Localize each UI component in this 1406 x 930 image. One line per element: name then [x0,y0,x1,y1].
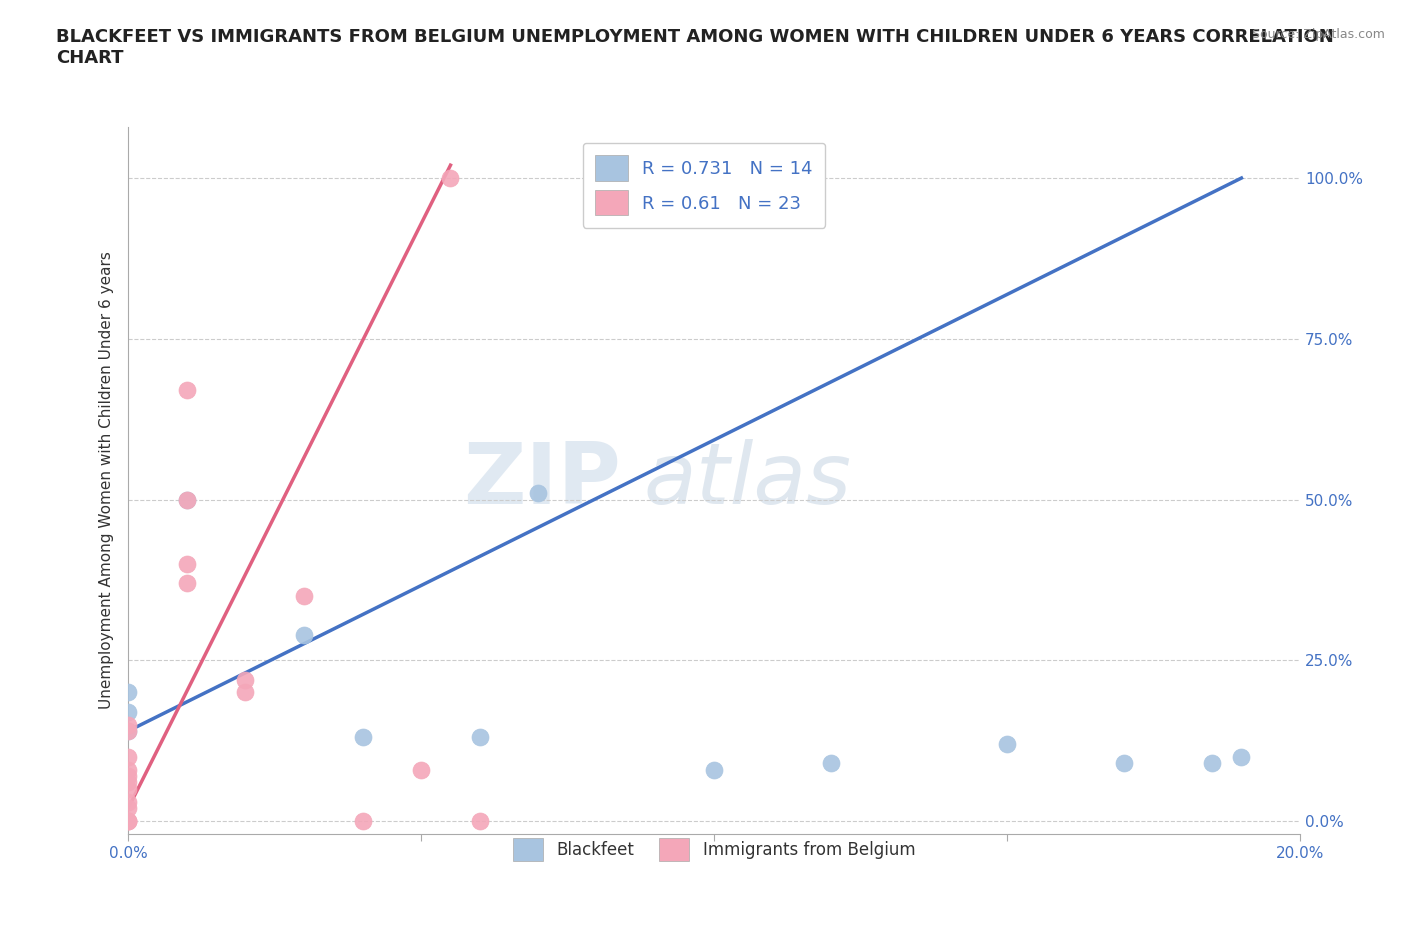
Point [292,627,315,642]
Point [117,750,139,764]
Text: BLACKFEET VS IMMIGRANTS FROM BELGIUM UNEMPLOYMENT AMONG WOMEN WITH CHILDREN UNDE: BLACKFEET VS IMMIGRANTS FROM BELGIUM UNE… [56,28,1334,67]
Point [117,794,139,809]
Point [352,730,374,745]
Point [703,762,725,777]
Point [117,781,139,796]
Point [235,685,257,700]
Point [117,762,139,777]
Point [117,801,139,816]
Point [411,762,433,777]
Point [117,704,139,719]
Point [176,492,198,507]
Point [292,589,315,604]
Text: atlas: atlas [644,439,852,522]
Y-axis label: Unemployment Among Women with Children Under 6 years: Unemployment Among Women with Children U… [100,251,114,710]
Point [117,685,139,700]
Point [176,492,198,507]
Text: ZIP: ZIP [463,439,620,522]
Point [117,814,139,829]
Point [820,756,842,771]
Point [117,775,139,790]
Point [117,814,139,829]
Point [468,730,491,745]
Legend: Blackfeet, Immigrants from Belgium: Blackfeet, Immigrants from Belgium [506,831,922,868]
Point [117,717,139,732]
Point [117,724,139,738]
Point [1114,756,1136,771]
Point [235,672,257,687]
Point [117,768,139,783]
Point [176,576,198,591]
Point [1230,750,1253,764]
Point [352,814,374,829]
Point [439,170,461,185]
Point [995,737,1018,751]
Point [117,724,139,738]
Point [117,814,139,829]
Text: Source: ZipAtlas.com: Source: ZipAtlas.com [1251,28,1385,41]
Point [468,814,491,829]
Point [1201,756,1223,771]
Point [176,383,198,398]
Point [176,556,198,571]
Point [527,485,550,500]
